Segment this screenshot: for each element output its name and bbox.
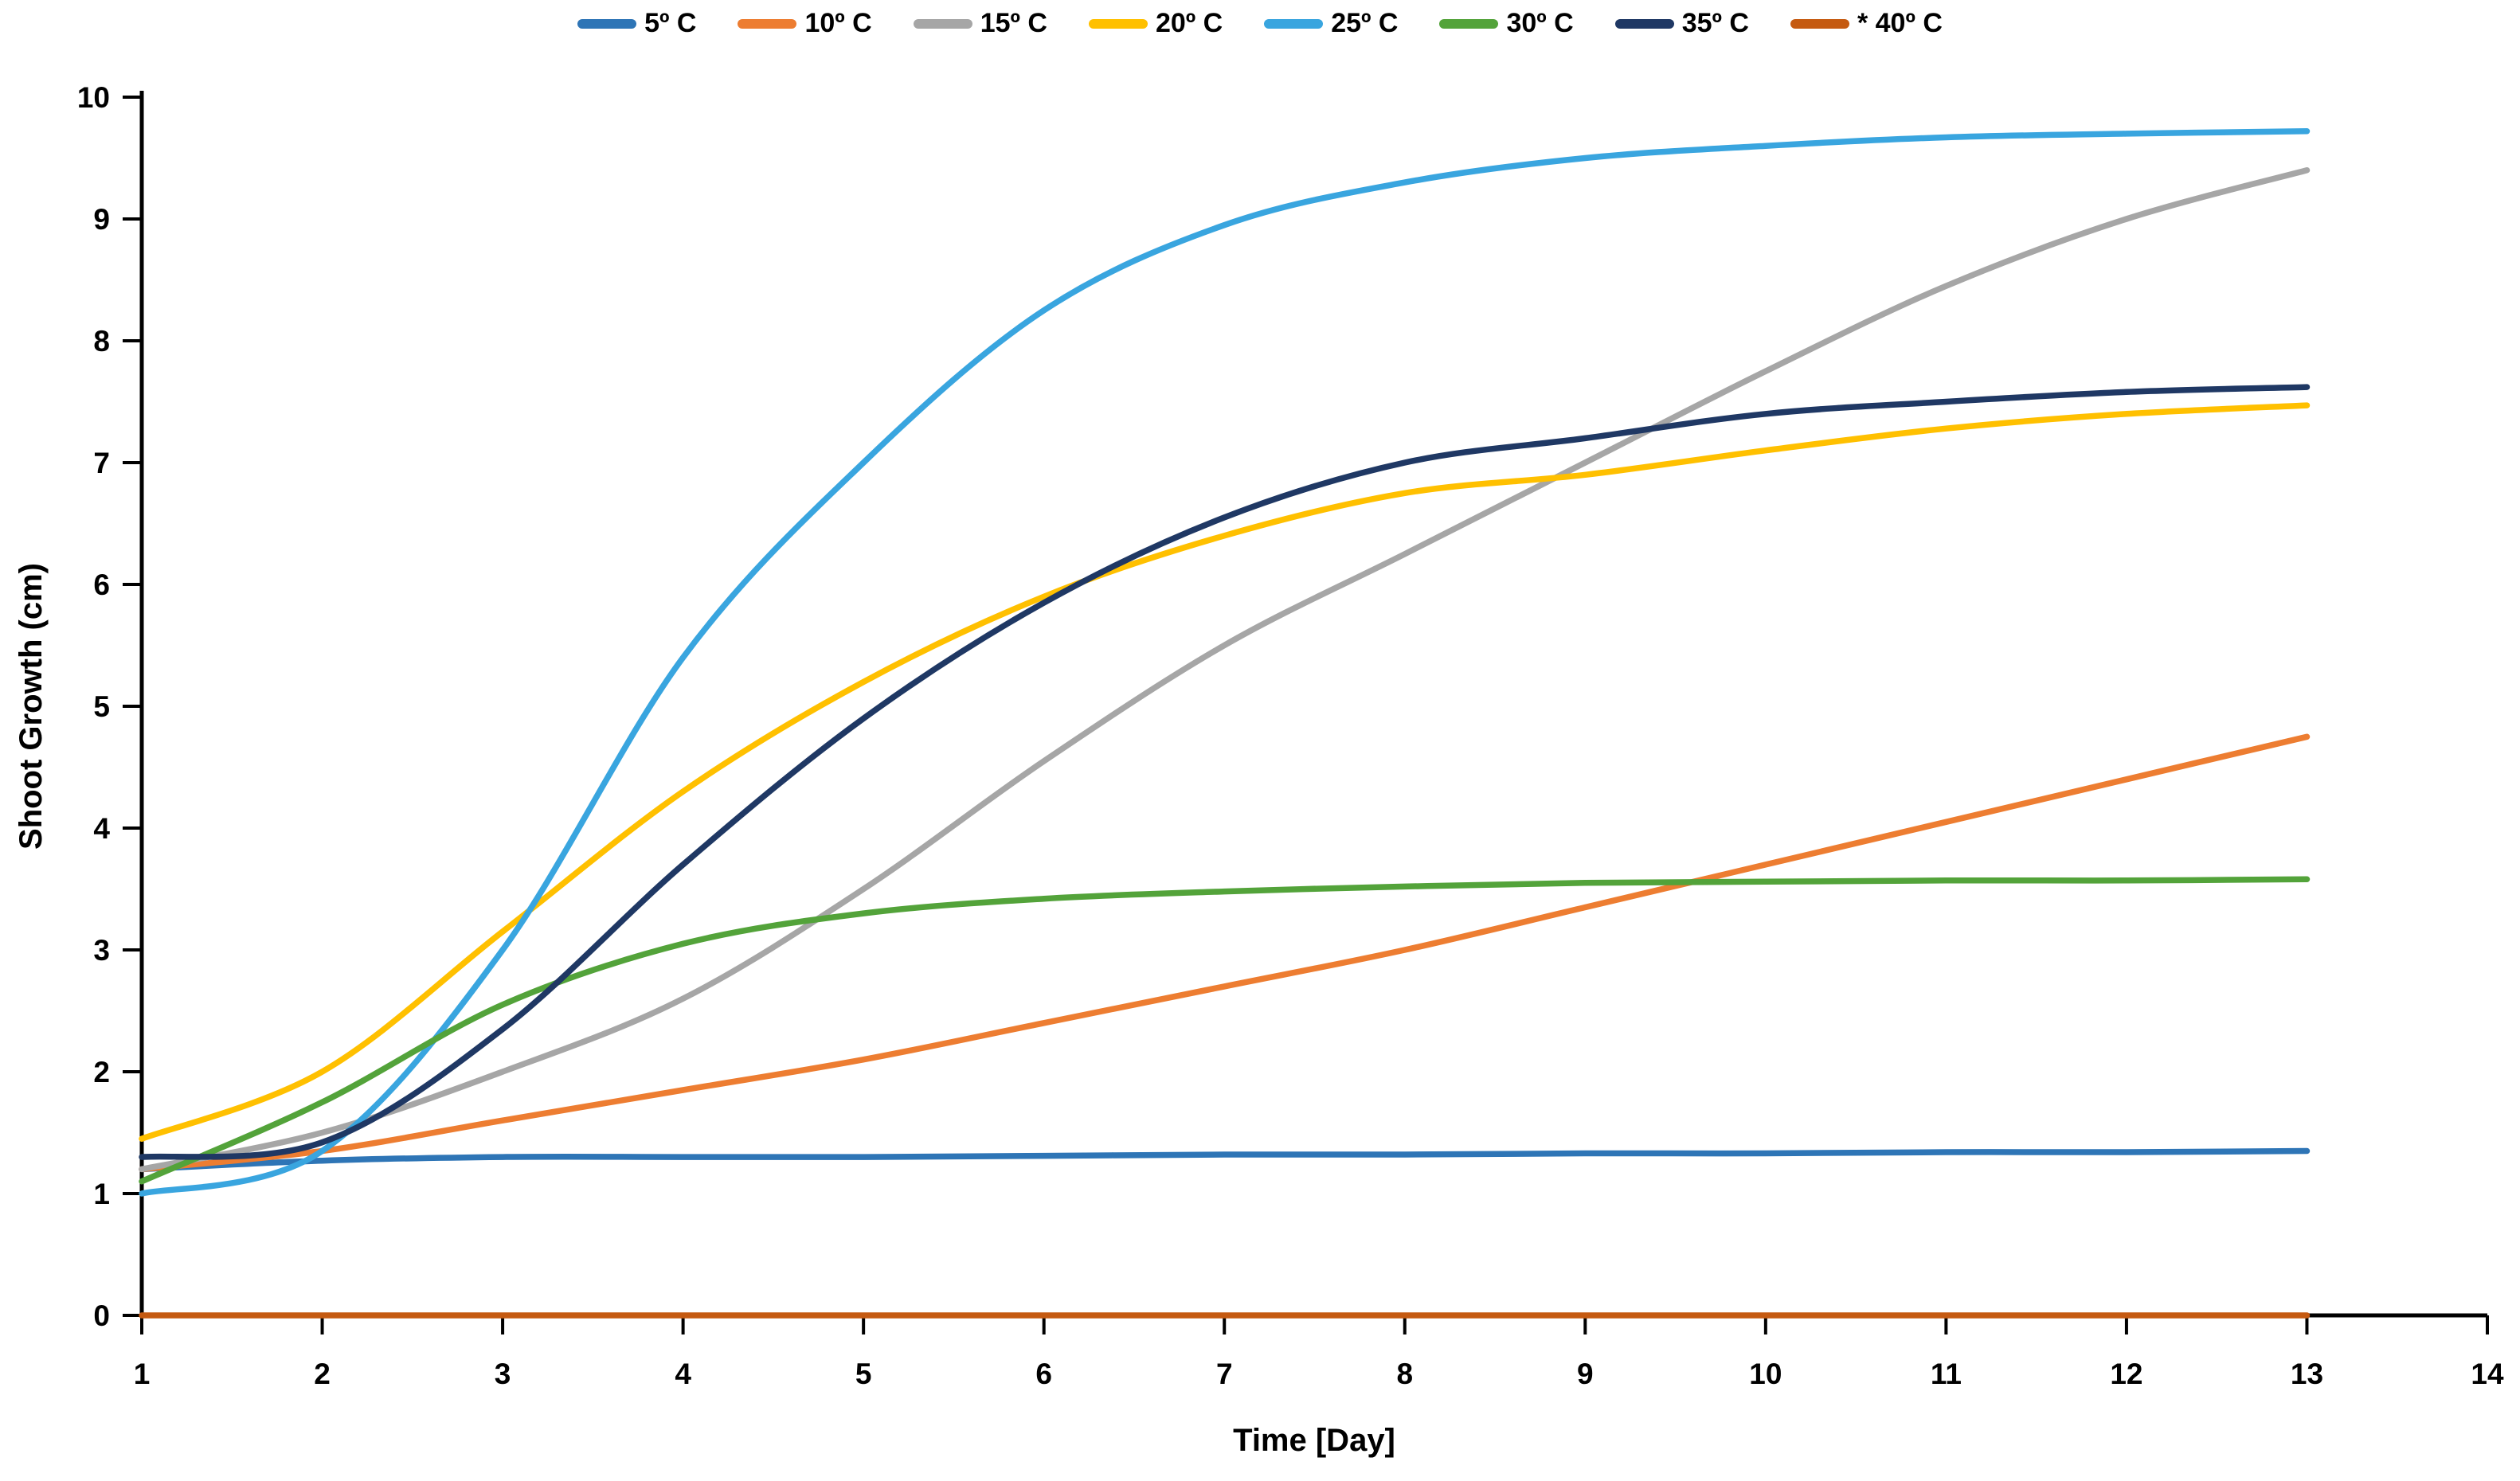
legend-item-20-c: 20º C (1088, 8, 1223, 39)
legend-item-25-c: 25º C (1264, 8, 1398, 39)
y-tick-label: 4 (93, 812, 110, 845)
legend-label: 20º C (1155, 8, 1223, 38)
series-lines (139, 128, 2311, 1319)
x-tick-label: 9 (1577, 1358, 1594, 1390)
y-tick-label: 1 (93, 1178, 110, 1210)
x-tick-label: 8 (1396, 1358, 1413, 1390)
x-tick-label: 3 (495, 1358, 511, 1390)
series-line-30-c (139, 876, 2311, 1185)
legend-line-swatch-icon (1614, 18, 1674, 29)
legend-line-swatch-icon (913, 18, 972, 29)
x-tick-label: 7 (1216, 1358, 1233, 1390)
legend-label: 5º C (644, 8, 697, 38)
x-tick-label: 10 (1749, 1358, 1782, 1390)
legend-label: * 40º C (1857, 8, 1943, 38)
x-tick-label: 14 (2471, 1358, 2504, 1390)
series-line-20-c (139, 402, 2311, 1142)
y-tick-label: 10 (77, 81, 110, 114)
y-tick-label: 6 (93, 569, 110, 601)
legend-line-swatch-icon (1439, 18, 1499, 29)
tick-marks (123, 96, 2489, 1334)
y-tick-label: 8 (93, 325, 110, 358)
legend-label: 30º C (1506, 8, 1574, 38)
x-tick-label: 6 (1035, 1358, 1052, 1390)
legend-line-swatch-icon (1264, 18, 1324, 29)
axes (139, 91, 2487, 1318)
legend-item-10-c: 10º C (738, 8, 872, 39)
x-tick-label: 12 (2110, 1358, 2142, 1390)
y-tick-label: 9 (93, 203, 110, 236)
legend-item-35-c: 35º C (1614, 8, 1749, 39)
series-line-35-c (139, 384, 2311, 1160)
legend-item-5-c: 5º C (577, 8, 696, 39)
x-tick-label: 11 (1931, 1358, 1962, 1390)
y-tick-label: 5 (93, 690, 110, 723)
series-line-15-c (139, 167, 2311, 1173)
legend-label: 25º C (1331, 8, 1399, 38)
legend-line-swatch-icon (1088, 18, 1148, 29)
x-tick-label: 4 (675, 1358, 691, 1390)
legend-item-15-c: 15º C (913, 8, 1047, 39)
chart-legend: 5º C 10º C 15º C 20º C 25º C 30º C 35º C * 40º … (0, 8, 2520, 39)
legend-line-swatch-icon (738, 18, 797, 29)
x-axis-title: Time [Day] (1233, 1423, 1395, 1458)
legend-line-swatch-icon (577, 18, 637, 29)
x-tick-label: 2 (314, 1358, 331, 1390)
y-tick-label: 3 (93, 934, 110, 967)
y-axis-title: Shoot Growth (cm) (14, 563, 49, 850)
series-line-5-c (139, 1147, 2311, 1173)
legend-line-swatch-icon (1790, 18, 1849, 29)
legend-item-40-c: * 40º C (1790, 8, 1943, 39)
series-line-25-c (139, 128, 2311, 1197)
x-tick-label: 13 (2291, 1358, 2323, 1390)
y-tick-label: 2 (93, 1056, 110, 1088)
x-tick-label: 5 (855, 1358, 872, 1390)
y-tick-label: 0 (93, 1299, 110, 1332)
legend-label: 35º C (1681, 8, 1749, 38)
series-line-10-c (139, 733, 2311, 1173)
legend-item-30-c: 30º C (1439, 8, 1574, 39)
x-tick-label: 1 (134, 1358, 151, 1390)
legend-label: 10º C (804, 8, 872, 38)
y-tick-label: 7 (93, 447, 110, 479)
legend-label: 15º C (980, 8, 1047, 38)
